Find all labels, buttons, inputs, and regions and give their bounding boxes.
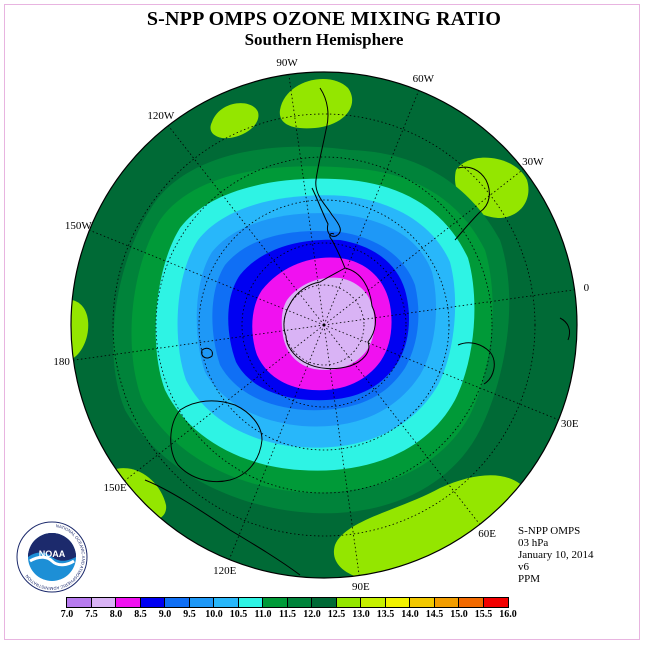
south-pole-marker — [322, 323, 326, 327]
colorbar-tick-label: 14.5 — [425, 609, 444, 620]
colorbar-tick-label: 7.5 — [85, 609, 98, 620]
longitude-label: 90E — [352, 581, 370, 594]
map-outline — [70, 71, 578, 579]
south-america — [311, 87, 341, 237]
colorbar-swatch — [214, 598, 239, 607]
colorbar-swatch — [336, 598, 361, 607]
colorbar-tick-label: 7.0 — [60, 609, 74, 620]
colorbar-swatch — [483, 598, 508, 607]
info-block: S-NPP OMPS 03 hPa January 10, 2014 v6 PP… — [518, 525, 593, 585]
longitude-label: 120E — [213, 564, 237, 577]
patch-90w — [279, 79, 353, 129]
colorbar-swatch — [116, 598, 141, 607]
colorbar-swatch — [459, 598, 484, 607]
patch-120w — [210, 103, 259, 139]
colorbar-tick-label: 14.0 — [401, 609, 419, 620]
australia — [170, 400, 263, 483]
colorbar-tick-label: 15.0 — [450, 609, 468, 620]
map-subtitle: Southern Hemisphere — [244, 30, 404, 49]
longitude-label: 150W — [64, 219, 92, 232]
plot-frame — [4, 4, 640, 640]
colorbar-tick-label: 15.5 — [474, 609, 493, 620]
colorbar-tick-label: 13.0 — [352, 609, 370, 620]
info-units: PPM — [518, 573, 541, 585]
coastlines — [144, 87, 571, 576]
patch-180 — [71, 299, 89, 363]
longitude-label: 0 — [583, 282, 590, 295]
longitude-label: 180 — [53, 355, 70, 368]
colorbar-swatch — [385, 598, 410, 607]
colorbar-tick-label: 8.0 — [109, 609, 123, 620]
colorbar-swatch — [263, 598, 288, 607]
longitude-label: 90W — [276, 56, 298, 69]
map-title: S-NPP OMPS OZONE MIXING RATIO — [146, 8, 502, 30]
indonesia — [144, 479, 301, 576]
colorbar-swatch — [410, 598, 435, 607]
colorbar-tick-label: 11.5 — [279, 609, 296, 620]
longitude-label: 150E — [103, 482, 127, 495]
colorbar-swatch — [67, 598, 92, 607]
colorbar-swatch — [91, 598, 116, 607]
southern-africa-indian-ocean — [457, 342, 495, 385]
band-7-5 — [281, 277, 375, 370]
colorbar-swatch — [434, 598, 459, 607]
antarctic-peninsula — [329, 233, 346, 269]
colorbar-tick-label: 9.5 — [183, 609, 196, 620]
colorbar-tick-label: 10.0 — [205, 609, 223, 620]
colorbar-swatch — [238, 598, 263, 607]
logo-gull-wing — [29, 555, 75, 567]
longitude-label: 60W — [412, 73, 434, 86]
colorbar-tick-label: 10.5 — [229, 609, 248, 620]
colorbar-swatch — [189, 598, 214, 607]
colorbar-tick-label: 16.0 — [499, 609, 517, 620]
noaa-logo: NATIONAL OCEANIC AND ATMOSPHERIC ADMINIS… — [16, 521, 88, 593]
africa — [454, 166, 490, 241]
colorbar-tick-label: 12.0 — [303, 609, 321, 620]
colorbar-tick-label: 12.5 — [327, 609, 346, 620]
colorbar-swatch — [312, 598, 337, 607]
colorbar-swatch — [165, 598, 190, 607]
colorbar-swatch — [287, 598, 312, 607]
info-instrument: S-NPP OMPS — [518, 525, 581, 537]
colorbar-swatch — [140, 598, 165, 607]
logo-text: NOAA — [39, 549, 66, 559]
new-zealand — [201, 347, 213, 359]
antarctica-coast — [283, 267, 376, 370]
colorbar-tick-label: 13.5 — [376, 609, 395, 620]
colorbar — [66, 597, 509, 608]
longitude-label: 30W — [522, 155, 544, 168]
longitude-label: 120W — [147, 110, 175, 123]
longitude-label: 60E — [478, 527, 497, 540]
logo-navy-top — [28, 533, 76, 561]
info-date: January 10, 2014 — [518, 549, 594, 561]
info-version: v6 — [518, 561, 529, 573]
colorbar-swatch — [361, 598, 386, 607]
madagascar — [559, 317, 571, 341]
longitude-label: 30E — [560, 418, 579, 431]
graticule — [112, 113, 536, 537]
colorbar-tick-label: 8.5 — [134, 609, 147, 620]
info-level: 03 hPa — [518, 537, 549, 549]
colorbar-tick-label: 11.0 — [254, 609, 272, 620]
colorbar-tick-label: 9.0 — [158, 609, 172, 620]
